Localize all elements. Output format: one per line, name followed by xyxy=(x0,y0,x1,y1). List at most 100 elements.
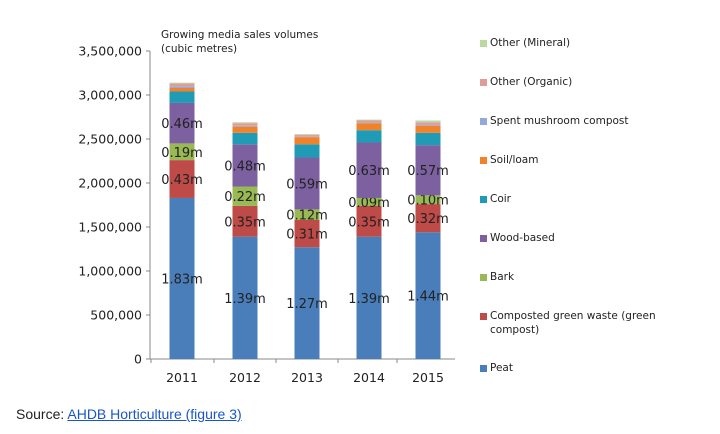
data-label: 0.43m xyxy=(161,173,203,188)
chart-title: Growing media sales volumes (cubic metres… xyxy=(161,28,318,56)
bar-segment-bark xyxy=(356,197,382,206)
bar-segment-spent-mushroom-compost xyxy=(294,136,320,138)
x-tick-label: 2014 xyxy=(353,370,385,385)
bar-segment-peat xyxy=(415,232,441,359)
bar-segment-coir xyxy=(294,144,320,158)
legend-label: Bark xyxy=(490,271,515,283)
bar-segment-spent-mushroom-compost xyxy=(232,125,258,127)
bar-segment-composted-green-waste-green-compost- xyxy=(169,160,195,198)
bar-segment-other-mineral- xyxy=(356,119,382,121)
y-tick-label: 3,500,000 xyxy=(78,44,142,59)
data-label: 0.32m xyxy=(407,212,449,227)
bar-segment-other-organic- xyxy=(294,135,320,137)
bar-segment-peat xyxy=(356,236,382,359)
bar-segment-other-mineral- xyxy=(415,120,441,123)
bar-segment-soil-loam xyxy=(415,125,441,133)
y-tick-label: 2,500,000 xyxy=(78,132,142,147)
data-label: 0.09m xyxy=(348,196,390,211)
bar-segment-other-organic- xyxy=(356,120,382,123)
data-label: 0.10m xyxy=(407,194,449,209)
legend-label: Wood-based xyxy=(490,232,555,244)
bar-segment-composted-green-waste-green-compost- xyxy=(232,205,258,237)
legend-swatch xyxy=(480,157,487,164)
legend-swatch xyxy=(480,118,487,125)
legend-label: Coir xyxy=(490,193,511,205)
legend-swatch xyxy=(480,40,487,47)
x-tick-label: 2012 xyxy=(229,370,261,385)
data-label: 0.48m xyxy=(224,159,266,174)
bar-segment-coir xyxy=(415,132,441,146)
legend-swatch xyxy=(480,365,487,372)
bar-segment-wood-based xyxy=(232,144,258,187)
bar-segment-other-organic- xyxy=(232,123,258,126)
bar-segment-soil-loam xyxy=(232,126,258,133)
data-label: 1.27m xyxy=(286,297,328,312)
bar-segment-spent-mushroom-compost xyxy=(415,124,441,126)
legend-swatch xyxy=(480,274,487,281)
legend-label: Other (Organic) xyxy=(490,76,573,88)
legend-item: Other (Mineral) xyxy=(480,36,570,50)
bar-segment-other-organic- xyxy=(415,122,441,125)
y-tick-label: 1,000,000 xyxy=(78,264,142,279)
y-tick-label: 2,000,000 xyxy=(78,176,142,191)
chart-title-line-1: Growing media sales volumes xyxy=(161,29,319,41)
x-tick-label: 2013 xyxy=(291,370,323,385)
bar-segment-wood-based xyxy=(294,157,320,210)
data-label: 0.57m xyxy=(407,164,449,179)
legend-item: Soil/loam xyxy=(480,153,538,167)
legend-item: Bark xyxy=(480,270,514,284)
bar-segment-other-mineral- xyxy=(232,122,258,124)
bar-segment-composted-green-waste-green-compost- xyxy=(415,204,441,233)
bar-segment-spent-mushroom-compost xyxy=(356,122,382,124)
bar-segment-other-organic- xyxy=(169,83,195,87)
bar-segment-soil-loam xyxy=(169,87,195,92)
bar-segment-peat xyxy=(232,236,258,359)
bar-segment-composted-green-waste-green-compost- xyxy=(294,219,320,248)
data-label: 0.59m xyxy=(286,177,328,192)
data-label: 0.19m xyxy=(161,146,203,161)
y-tick-label: 1,500,000 xyxy=(78,220,142,235)
bar-segment-bark xyxy=(294,209,320,220)
source-link[interactable]: AHDB Horticulture (figure 3) xyxy=(67,406,242,422)
bar-segment-peat xyxy=(294,247,320,359)
bar-segment-wood-based xyxy=(356,142,382,198)
bar-segment-coir xyxy=(169,91,195,103)
legend-swatch xyxy=(480,79,487,86)
bar-segment-bark xyxy=(169,143,195,161)
source-label: Source: xyxy=(16,406,68,422)
bar-segment-other-mineral- xyxy=(294,134,320,136)
bar-segment-wood-based xyxy=(415,145,441,196)
bar-segment-soil-loam xyxy=(294,137,320,145)
legend-item: Composted green waste (green compost) xyxy=(480,309,700,337)
legend-label: Soil/loam xyxy=(490,154,539,166)
data-label: 0.46m xyxy=(161,117,203,132)
bar-segment-bark xyxy=(415,195,441,205)
bar-segment-wood-based xyxy=(169,102,195,144)
bar-segment-soil-loam xyxy=(356,123,382,131)
chart-title-line-2: (cubic metres) xyxy=(161,43,238,55)
bar-segment-coir xyxy=(232,132,258,145)
bar-segment-other-mineral- xyxy=(169,82,195,84)
data-label: 1.39m xyxy=(224,292,266,307)
legend-item: Coir xyxy=(480,192,511,206)
data-label: 1.39m xyxy=(348,292,390,307)
x-tick-label: 2011 xyxy=(166,370,198,385)
legend-item: Wood-based xyxy=(480,231,555,245)
bar-segment-peat xyxy=(169,197,195,359)
data-label: 0.63m xyxy=(348,164,390,179)
legend-label: Composted green waste (green compost) xyxy=(490,310,656,336)
data-label: 0.12m xyxy=(286,209,328,224)
legend-item: Peat xyxy=(480,361,513,375)
bar-segment-composted-green-waste-green-compost- xyxy=(356,205,382,237)
legend-label: Spent mushroom compost xyxy=(490,115,629,127)
x-tick-label: 2015 xyxy=(412,370,444,385)
bar-segment-bark xyxy=(232,186,258,206)
legend-swatch xyxy=(480,313,487,320)
bar-segment-spent-mushroom-compost xyxy=(169,86,195,88)
y-tick-label: 3,000,000 xyxy=(78,88,142,103)
data-label: 1.83m xyxy=(161,272,203,287)
y-tick-label: 500,000 xyxy=(90,308,142,323)
legend-swatch xyxy=(480,235,487,242)
legend-item: Other (Organic) xyxy=(480,75,572,89)
